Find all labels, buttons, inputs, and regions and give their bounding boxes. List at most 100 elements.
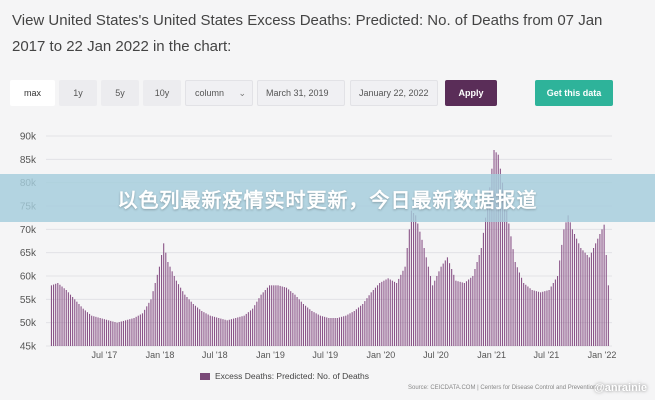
bar xyxy=(595,243,597,346)
bar xyxy=(546,290,548,346)
bar xyxy=(222,319,224,346)
bar xyxy=(324,316,326,346)
bar xyxy=(129,319,131,346)
bar xyxy=(440,266,442,346)
bar xyxy=(442,263,444,346)
bar xyxy=(396,283,398,346)
bar xyxy=(309,309,311,346)
bar xyxy=(281,286,283,346)
bar xyxy=(177,284,180,346)
bar xyxy=(584,252,586,346)
bar xyxy=(372,290,374,346)
bar xyxy=(491,168,493,346)
bar xyxy=(347,314,349,346)
bar xyxy=(211,316,213,346)
bar xyxy=(417,223,419,346)
bar xyxy=(421,239,423,346)
bar xyxy=(249,310,252,346)
bar xyxy=(523,283,525,346)
bar xyxy=(302,304,304,346)
bar xyxy=(588,257,590,346)
bar xyxy=(163,243,165,346)
bar xyxy=(105,319,108,346)
bar xyxy=(69,294,72,346)
bar xyxy=(133,318,135,346)
bar xyxy=(260,294,262,346)
bar xyxy=(404,266,406,346)
bar xyxy=(521,277,523,346)
bar xyxy=(497,154,499,346)
end-date-input[interactable]: January 22, 2022 xyxy=(350,80,438,106)
bar xyxy=(357,307,360,346)
bar xyxy=(567,215,569,346)
bar xyxy=(216,317,218,346)
bar xyxy=(116,322,118,346)
range-max-button[interactable]: max xyxy=(10,80,55,106)
bar xyxy=(203,312,205,346)
bar xyxy=(569,222,571,346)
start-date-input[interactable]: March 31, 2019 xyxy=(257,80,345,106)
bar xyxy=(334,318,336,346)
excess-deaths-chart: 45k50k55k60k65k70k75k80k85k90k Jul '17Ja… xyxy=(20,132,617,361)
range-1y-button[interactable]: 1y xyxy=(59,80,97,106)
bar xyxy=(112,321,114,346)
bar xyxy=(593,248,595,346)
chart-grid xyxy=(46,135,612,347)
bar xyxy=(544,291,546,346)
banner-text: 以色列最新疫情实时更新，今日最新数据报道 xyxy=(117,187,538,212)
legend-label: Excess Deaths: Predicted: No. of Deaths xyxy=(215,371,370,381)
bar xyxy=(345,315,347,346)
bar xyxy=(228,319,230,346)
x-tick-label: Jan '20 xyxy=(367,350,396,360)
bar xyxy=(243,315,245,346)
bar xyxy=(393,281,396,346)
x-tick-label: Jul '20 xyxy=(423,350,449,360)
bar xyxy=(470,277,472,346)
bar xyxy=(465,281,468,346)
watermark-text: @anrainie xyxy=(594,382,647,394)
range-10y-button[interactable]: 10y xyxy=(143,80,181,106)
bar xyxy=(550,286,552,346)
bar xyxy=(273,285,275,346)
bar xyxy=(402,270,404,346)
bar xyxy=(461,282,463,346)
bar xyxy=(387,278,389,346)
bar xyxy=(315,313,317,346)
page-title: View United States's United States Exces… xyxy=(12,12,603,55)
get-data-button[interactable]: Get this data xyxy=(535,80,613,106)
bar xyxy=(78,304,80,346)
bar xyxy=(296,297,298,346)
chart-type-select[interactable]: column ⌄ xyxy=(185,80,253,106)
bar xyxy=(457,281,459,346)
bar xyxy=(597,238,599,346)
bar xyxy=(474,269,476,346)
y-tick-label: 45k xyxy=(20,342,37,353)
bar xyxy=(226,320,228,346)
bar xyxy=(258,298,260,346)
bar xyxy=(582,250,584,346)
bar xyxy=(144,309,146,346)
bar xyxy=(525,284,527,346)
bar xyxy=(495,152,497,346)
bar xyxy=(336,318,338,346)
bar xyxy=(241,316,243,346)
bar xyxy=(279,285,281,346)
bar xyxy=(173,276,175,346)
bar xyxy=(264,290,266,346)
bar xyxy=(110,320,112,346)
y-tick-label: 70k xyxy=(20,225,37,236)
bar xyxy=(427,266,429,346)
bar xyxy=(446,257,448,346)
bar xyxy=(444,260,446,346)
bar xyxy=(311,311,313,346)
bar xyxy=(205,313,207,346)
x-tick-label: Jul '21 xyxy=(533,350,559,360)
bar xyxy=(319,315,321,346)
bar xyxy=(590,252,592,346)
bar xyxy=(141,313,144,346)
bar xyxy=(220,318,222,346)
bar xyxy=(167,262,169,346)
range-5y-button[interactable]: 5y xyxy=(101,80,139,106)
bar xyxy=(290,291,292,346)
apply-button[interactable]: Apply xyxy=(445,80,497,106)
